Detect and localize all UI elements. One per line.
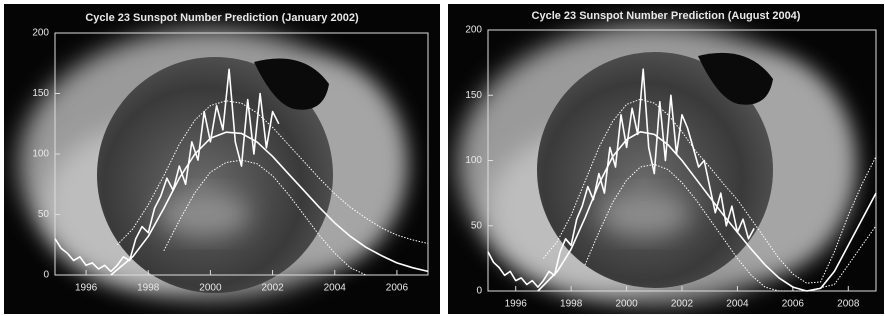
x-tick-label: 2002 (671, 299, 694, 310)
y-tick-label: 50 (38, 209, 50, 220)
chart-panel: Cycle 23 Sunspot Number Prediction (Janu… (4, 4, 440, 314)
x-tick-label: 2004 (324, 283, 347, 294)
y-tick-label: 0 (476, 286, 482, 297)
page: Cycle 23 Sunspot Number Prediction (Janu… (0, 0, 885, 316)
x-tick-label: 2002 (261, 283, 284, 294)
y-tick-label: 150 (465, 90, 482, 101)
y-tick-label: 100 (465, 155, 482, 166)
y-tick-label: 50 (471, 220, 483, 231)
y-tick-label: 200 (32, 28, 49, 39)
y-tick-label: 100 (32, 149, 49, 160)
x-tick-label: 1996 (75, 283, 98, 294)
x-tick-label: 2006 (386, 283, 409, 294)
chart-title: Cycle 23 Sunspot Number Prediction (Augu… (532, 10, 801, 22)
x-tick-label: 2000 (199, 283, 222, 294)
x-tick-label: 2000 (615, 299, 638, 310)
x-tick-label: 1996 (505, 299, 528, 310)
y-tick-label: 200 (465, 25, 482, 36)
chart-panel: Cycle 23 Sunspot Number Prediction (Augu… (448, 4, 884, 314)
x-tick-label: 2006 (782, 299, 805, 310)
x-tick-label: 1998 (137, 283, 160, 294)
chart-title: Cycle 23 Sunspot Number Prediction (Janu… (85, 12, 359, 24)
x-tick-label: 2008 (837, 299, 860, 310)
y-tick-label: 150 (32, 88, 49, 99)
y-tick-label: 0 (43, 270, 49, 281)
x-tick-label: 2004 (726, 299, 749, 310)
x-tick-label: 1998 (560, 299, 583, 310)
